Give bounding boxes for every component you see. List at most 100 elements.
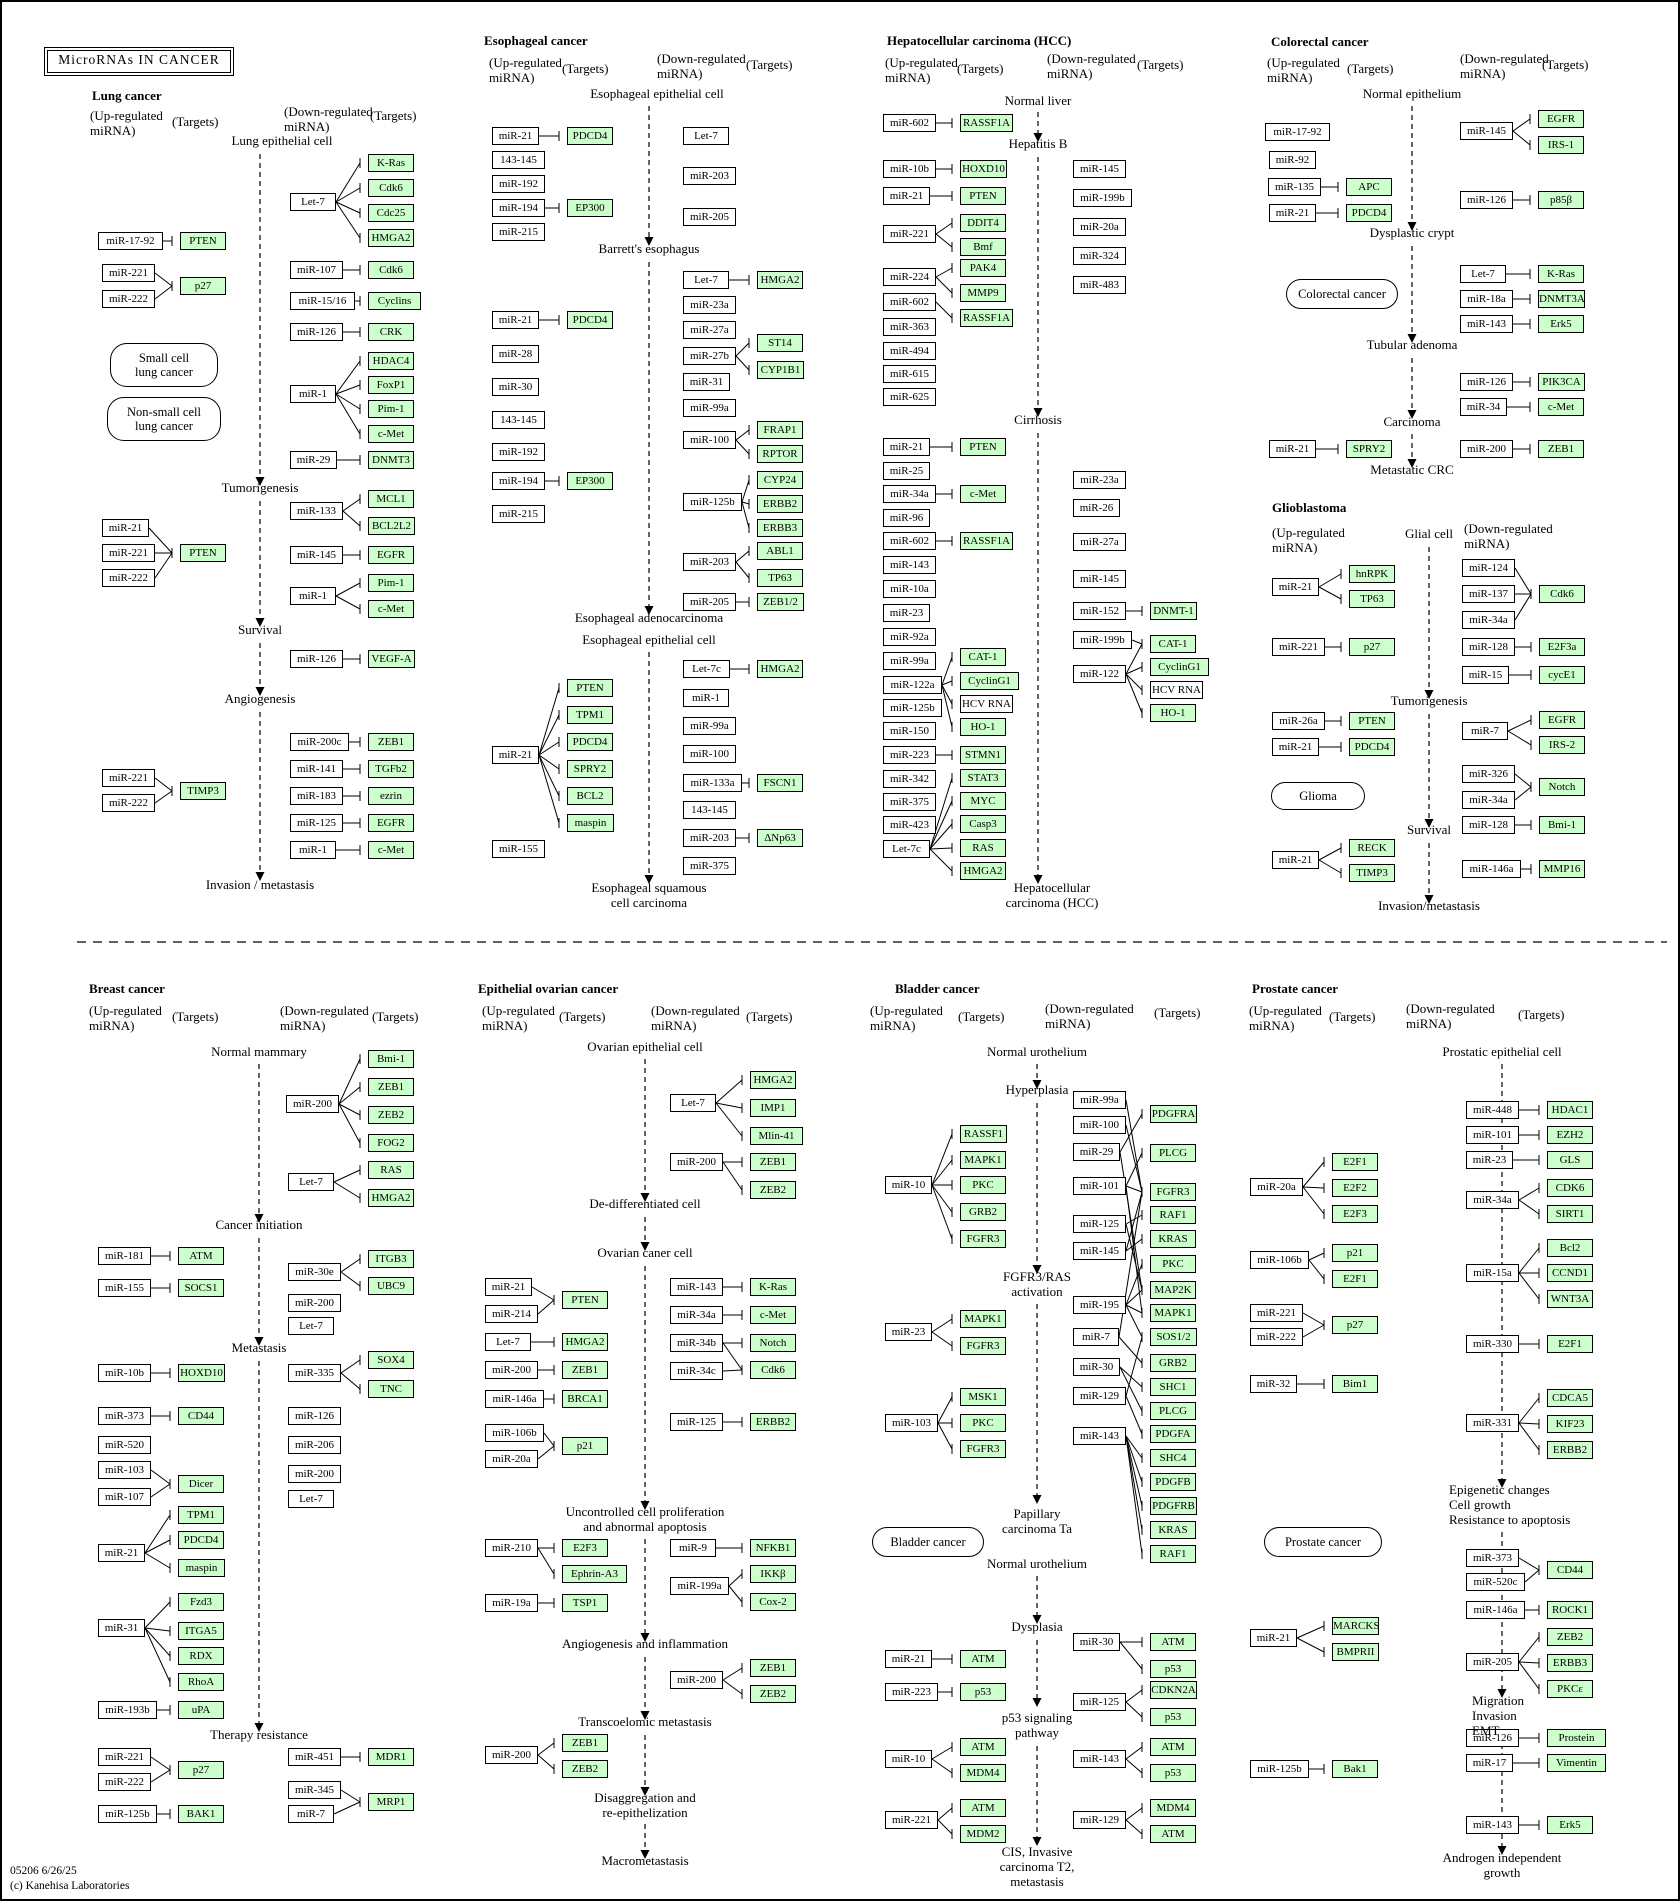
mirna-box-miR-103[interactable]: miR-103 xyxy=(885,1414,938,1432)
target-box-ZEB1/2[interactable]: ZEB1/2 xyxy=(757,593,804,611)
target-box-E2F1[interactable]: E2F1 xyxy=(1332,1153,1378,1171)
mirna-box-miR-1[interactable]: miR-1 xyxy=(683,689,729,707)
mirna-box-miR-34c[interactable]: miR-34c xyxy=(670,1362,723,1380)
target-box-HOXD10[interactable]: HOXD10 xyxy=(178,1364,225,1382)
mirna-box-miR-155[interactable]: miR-155 xyxy=(492,840,545,858)
mirna-box-miR-1[interactable]: miR-1 xyxy=(290,385,336,403)
mirna-box-miR-183[interactable]: miR-183 xyxy=(290,787,343,805)
target-box-PKC[interactable]: PKC xyxy=(1150,1255,1196,1273)
mirna-box-miR-324[interactable]: miR-324 xyxy=(1073,247,1126,265)
mirna-box-miR-345[interactable]: miR-345 xyxy=(288,1781,341,1799)
cancer-oval-small-cell-lung-cancer[interactable]: Small cell lung cancer xyxy=(110,343,218,387)
target-box-IMP1[interactable]: IMP1 xyxy=(750,1099,796,1117)
mirna-box-miR-27a[interactable]: miR-27a xyxy=(1073,533,1126,551)
target-box-PTEN[interactable]: PTEN xyxy=(960,438,1006,456)
mirna-box-miR-32[interactable]: miR-32 xyxy=(1250,1375,1297,1393)
target-box-HMGA2[interactable]: HMGA2 xyxy=(368,1189,414,1207)
mirna-box-miR-103[interactable]: miR-103 xyxy=(98,1461,151,1479)
target-box-ZEB2[interactable]: ZEB2 xyxy=(1547,1628,1593,1646)
mirna-box-143-145[interactable]: 143-145 xyxy=(492,151,545,169)
target-box-cycE1[interactable]: cycE1 xyxy=(1539,666,1585,684)
target-box-CDCA5[interactable]: CDCA5 xyxy=(1547,1389,1593,1407)
target-box-STAT3[interactable]: STAT3 xyxy=(960,769,1006,787)
target-box-VEGF-A[interactable]: VEGF-A xyxy=(368,650,415,668)
target-box-TPM1[interactable]: TPM1 xyxy=(567,706,613,724)
mirna-box-miR-181[interactable]: miR-181 xyxy=(98,1247,151,1265)
target-box-ΔNp63[interactable]: ΔNp63 xyxy=(757,829,803,847)
target-box-STMN1[interactable]: STMN1 xyxy=(960,746,1006,764)
target-box-MARCKS[interactable]: MARCKS xyxy=(1332,1617,1379,1635)
mirna-box-miR-195[interactable]: miR-195 xyxy=(1073,1296,1126,1314)
target-box-Notch[interactable]: Notch xyxy=(1539,778,1585,796)
target-box-p27[interactable]: p27 xyxy=(1332,1316,1378,1334)
mirna-box-miR-125[interactable]: miR-125 xyxy=(1073,1693,1126,1711)
mirna-box-miR-99a[interactable]: miR-99a xyxy=(683,717,736,735)
target-box-BCL2[interactable]: BCL2 xyxy=(567,787,613,805)
mirna-box-miR-145[interactable]: miR-145 xyxy=(290,546,343,564)
target-box-Cdk6[interactable]: Cdk6 xyxy=(368,261,414,279)
mirna-box-miR-26a[interactable]: miR-26a xyxy=(1272,712,1325,730)
mirna-box-miR-375[interactable]: miR-375 xyxy=(683,857,736,875)
cancer-oval-bladder-cancer[interactable]: Bladder cancer xyxy=(872,1527,984,1557)
target-box-TPM1[interactable]: TPM1 xyxy=(178,1506,224,1524)
target-box-p53[interactable]: p53 xyxy=(1150,1764,1196,1782)
mirna-box-143-145[interactable]: 143-145 xyxy=(492,411,545,429)
target-box-CD44[interactable]: CD44 xyxy=(1547,1561,1593,1579)
mirna-box-miR-106b[interactable]: miR-106b xyxy=(485,1424,544,1442)
target-box-PTEN[interactable]: PTEN xyxy=(562,1291,608,1309)
mirna-box-miR-34a[interactable]: miR-34a xyxy=(883,485,936,503)
target-box-FOG2[interactable]: FOG2 xyxy=(368,1134,414,1152)
mirna-box-miR-199b[interactable]: miR-199b xyxy=(1073,631,1132,649)
target-box-ST14[interactable]: ST14 xyxy=(757,334,803,352)
mirna-box-Let-7c[interactable]: Let-7c xyxy=(883,840,930,858)
target-box-DNMT-1[interactable]: DNMT-1 xyxy=(1150,602,1197,620)
target-box-uPA[interactable]: uPA xyxy=(178,1701,224,1719)
mirna-box-miR-21[interactable]: miR-21 xyxy=(1272,578,1319,596)
target-box-GRB2[interactable]: GRB2 xyxy=(960,1203,1006,1221)
mirna-box-miR-146a[interactable]: miR-146a xyxy=(485,1390,544,1408)
target-box-p21[interactable]: p21 xyxy=(562,1437,608,1455)
mirna-box-miR-126[interactable]: miR-126 xyxy=(288,1407,341,1425)
target-box-EZH2[interactable]: EZH2 xyxy=(1547,1126,1593,1144)
mirna-box-miR-221[interactable]: miR-221 xyxy=(98,1748,151,1766)
target-box-MCL1[interactable]: MCL1 xyxy=(368,490,414,508)
target-box-p85β[interactable]: p85β xyxy=(1538,191,1584,209)
mirna-box-miR-100[interactable]: miR-100 xyxy=(1073,1116,1126,1134)
mirna-box-miR-221[interactable]: miR-221 xyxy=(1272,638,1325,656)
mirna-box-miR-200[interactable]: miR-200 xyxy=(670,1153,723,1171)
mirna-box-miR-15a[interactable]: miR-15a xyxy=(1466,1264,1519,1282)
mirna-box-miR-122[interactable]: miR-122 xyxy=(1073,665,1126,683)
mirna-box-miR-129[interactable]: miR-129 xyxy=(1073,1811,1126,1829)
target-box-CYP1B1[interactable]: CYP1B1 xyxy=(757,361,804,379)
mirna-box-miR-101[interactable]: miR-101 xyxy=(1466,1126,1519,1144)
mirna-box-miR-34b[interactable]: miR-34b xyxy=(670,1334,723,1352)
mirna-box-miR-19a[interactable]: miR-19a xyxy=(485,1594,538,1612)
target-box-PDGFRA[interactable]: PDGFRA xyxy=(1150,1105,1197,1123)
mirna-box-miR-21[interactable]: miR-21 xyxy=(883,438,930,456)
mirna-box-miR-625[interactable]: miR-625 xyxy=(883,388,936,406)
mirna-box-miR-192[interactable]: miR-192 xyxy=(492,175,545,193)
target-box-TSP1[interactable]: TSP1 xyxy=(562,1594,608,1612)
target-box-PTEN[interactable]: PTEN xyxy=(567,679,613,697)
mirna-box-miR-30e[interactable]: miR-30e xyxy=(288,1263,341,1281)
mirna-box-miR-193b[interactable]: miR-193b xyxy=(98,1701,157,1719)
target-box-c-Met[interactable]: c-Met xyxy=(368,600,414,618)
target-box-SOX4[interactable]: SOX4 xyxy=(368,1351,414,1369)
target-box-NFKB1[interactable]: NFKB1 xyxy=(750,1539,796,1557)
target-box-Pim-1[interactable]: Pim-1 xyxy=(368,574,414,592)
mirna-box-miR-602[interactable]: miR-602 xyxy=(883,114,936,132)
target-box-K-Ras[interactable]: K-Ras xyxy=(750,1278,796,1296)
target-box-SIRT1[interactable]: SIRT1 xyxy=(1547,1205,1593,1223)
mirna-box-miR-205[interactable]: miR-205 xyxy=(683,208,736,226)
mirna-box-miR-99a[interactable]: miR-99a xyxy=(883,652,936,670)
mirna-box-miR-21[interactable]: miR-21 xyxy=(492,127,539,145)
target-box-PDCD4[interactable]: PDCD4 xyxy=(178,1531,224,1549)
target-box-CyclinG1[interactable]: CyclinG1 xyxy=(960,672,1019,690)
mirna-box-miR-448[interactable]: miR-448 xyxy=(1466,1101,1519,1119)
target-box-RAF1[interactable]: RAF1 xyxy=(1150,1545,1196,1563)
target-box-SOS1/2[interactable]: SOS1/2 xyxy=(1150,1328,1197,1346)
target-box-p27[interactable]: p27 xyxy=(1349,638,1395,656)
mirna-box-Let-7[interactable]: Let-7 xyxy=(288,1173,334,1191)
mirna-box-Let-7[interactable]: Let-7 xyxy=(670,1094,716,1112)
mirna-box-miR-221[interactable]: miR-221 xyxy=(885,1811,938,1829)
